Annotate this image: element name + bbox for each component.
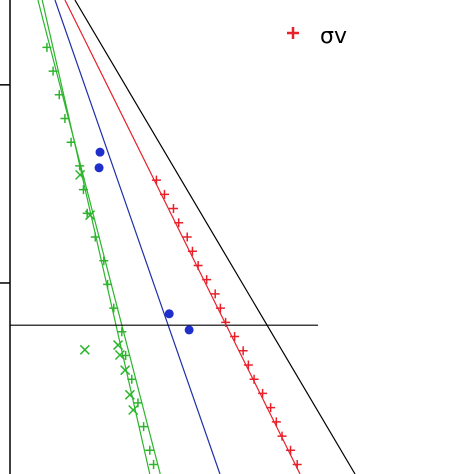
point — [79, 344, 90, 355]
point — [230, 332, 240, 342]
point — [182, 232, 192, 242]
point — [48, 66, 58, 76]
point — [202, 275, 212, 285]
point — [149, 460, 159, 470]
point — [120, 365, 131, 376]
point — [95, 147, 105, 157]
point — [210, 289, 220, 299]
point — [124, 389, 135, 400]
point — [103, 279, 113, 289]
point — [286, 445, 296, 455]
point — [266, 403, 276, 413]
point — [271, 417, 281, 427]
point — [168, 204, 178, 214]
point — [127, 374, 137, 384]
point — [114, 349, 125, 361]
point — [75, 161, 85, 171]
point — [249, 374, 259, 384]
point — [174, 218, 184, 228]
point — [215, 303, 225, 313]
point — [139, 422, 149, 432]
fit-line — [64, 0, 301, 474]
point — [277, 431, 287, 441]
fit-line — [74, 0, 356, 474]
point — [85, 210, 96, 221]
point — [151, 175, 161, 185]
point — [42, 42, 52, 52]
point — [159, 189, 169, 199]
point — [78, 185, 88, 195]
point — [109, 303, 119, 313]
point — [75, 169, 86, 180]
point — [164, 309, 174, 319]
point — [243, 360, 253, 370]
point — [60, 114, 70, 123]
point — [221, 317, 231, 327]
point — [112, 340, 124, 351]
point — [90, 232, 100, 242]
point — [117, 327, 127, 337]
point — [292, 460, 302, 470]
point — [258, 388, 268, 398]
point — [66, 137, 76, 147]
point — [94, 163, 104, 173]
point — [145, 445, 155, 455]
fit-line — [54, 0, 221, 474]
point — [121, 351, 131, 360]
point — [238, 346, 248, 356]
legend-marker — [287, 27, 299, 39]
point — [187, 246, 197, 256]
legend-label: σv — [320, 24, 347, 49]
point — [99, 256, 109, 266]
point — [193, 260, 203, 270]
point — [54, 90, 64, 100]
point — [128, 404, 139, 416]
point — [184, 325, 194, 335]
